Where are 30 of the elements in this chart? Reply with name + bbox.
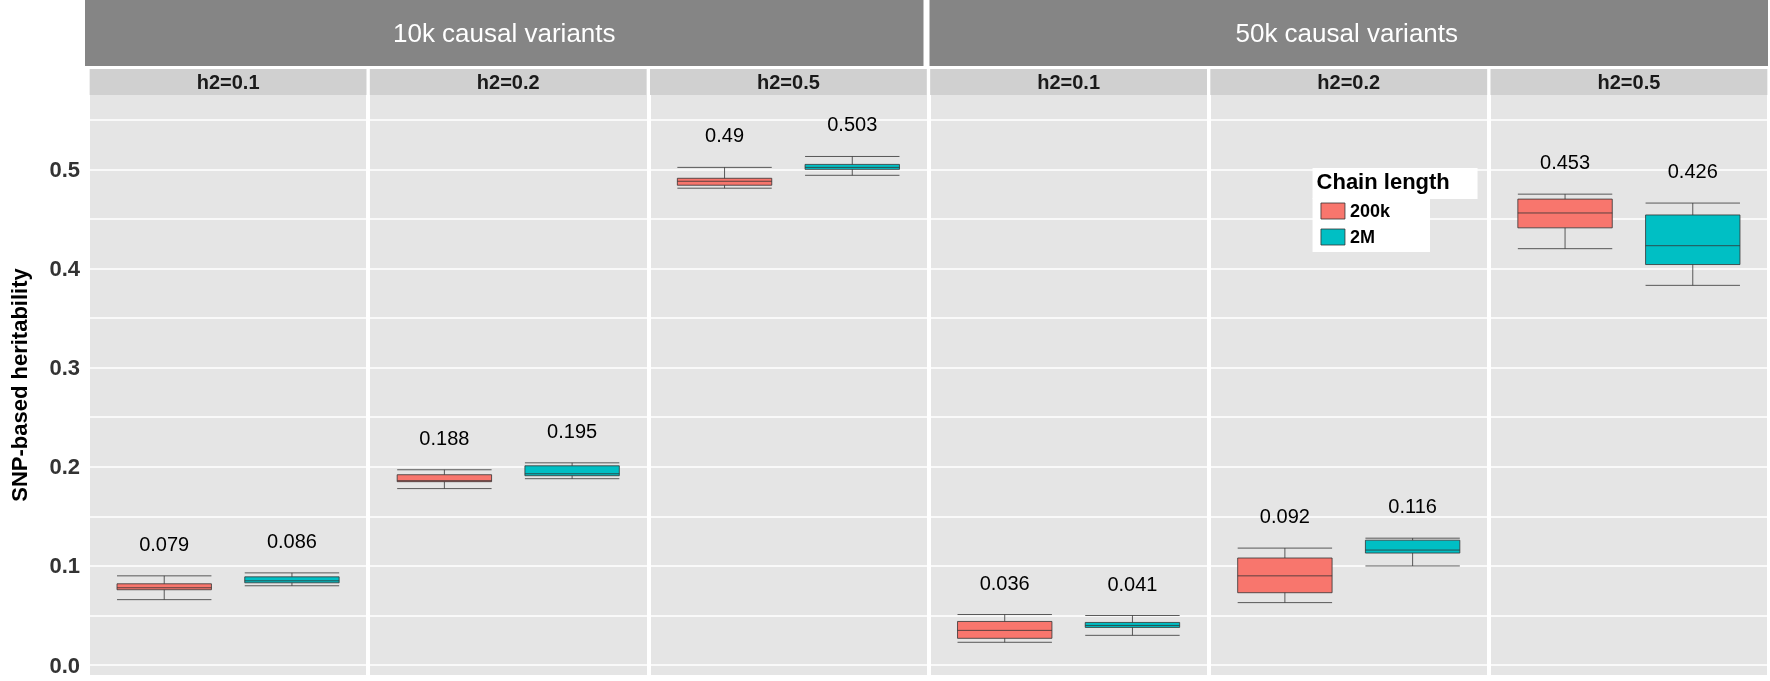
y-tick-label: 0.1 <box>49 553 80 579</box>
x-tick-label: h2=0.1 <box>196 71 260 93</box>
text: 0.036 <box>979 571 1030 594</box>
x-tick-label: h2=0.1 <box>1037 71 1100 93</box>
y-tick-label: 0.3 <box>49 355 80 381</box>
text: 0.49 <box>705 124 745 147</box>
text: 0.426 <box>1667 160 1718 183</box>
text: 0.086 <box>266 529 317 552</box>
text: 0.188 <box>419 426 470 449</box>
y-axis-title: SNP-based heritability <box>6 267 32 502</box>
text: 0.116 <box>1388 495 1437 518</box>
y-tick-label: 0.5 <box>49 156 80 182</box>
legend-label: 2M <box>1349 227 1375 247</box>
legend-title: Chain length <box>1316 168 1450 194</box>
text: 50k causal variants <box>1235 18 1459 48</box>
text: 0.092 <box>1259 505 1310 528</box>
text: 10k causal variants <box>392 18 616 48</box>
y-tick-label: 0.0 <box>49 652 80 678</box>
x-tick-label: h2=0.5 <box>757 71 820 93</box>
text: 0.041 <box>1107 572 1158 595</box>
y-tick-label: 0.2 <box>49 454 80 480</box>
text: 0.453 <box>1540 151 1591 174</box>
x-tick-label: h2=0.2 <box>476 71 540 93</box>
text: 0.195 <box>547 419 598 442</box>
x-tick-label: h2=0.5 <box>1597 71 1661 93</box>
text: 0.503 <box>827 113 878 136</box>
legend-label: 200k <box>1349 201 1391 221</box>
y-tick-label: 0.4 <box>49 256 81 281</box>
x-tick-label: h2=0.2 <box>1317 71 1381 93</box>
text: 0.079 <box>139 532 190 555</box>
